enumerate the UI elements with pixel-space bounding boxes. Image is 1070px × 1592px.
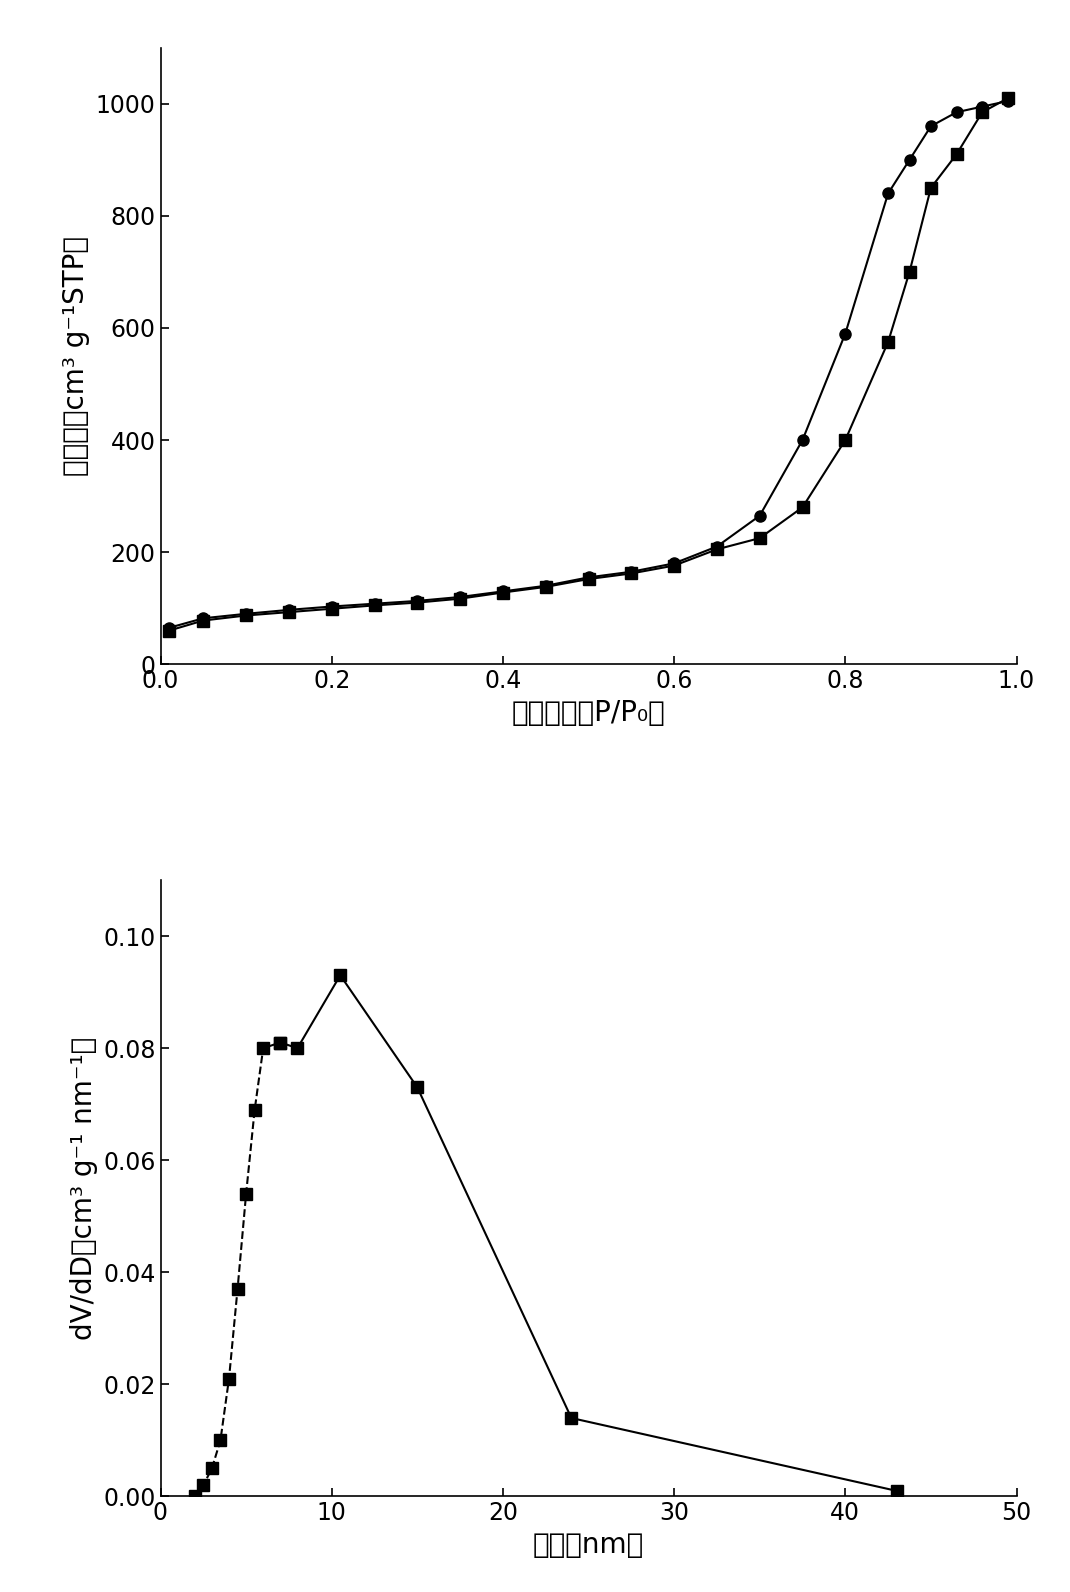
Y-axis label: 吸附量（cm³ g⁻¹STP）: 吸附量（cm³ g⁻¹STP） (62, 236, 90, 476)
X-axis label: 相对压力（P/P₀）: 相对压力（P/P₀） (511, 699, 666, 726)
Y-axis label: dV/dD（cm³ g⁻¹ nm⁻¹）: dV/dD（cm³ g⁻¹ nm⁻¹） (70, 1036, 97, 1340)
X-axis label: 孔径（nm）: 孔径（nm） (533, 1532, 644, 1559)
